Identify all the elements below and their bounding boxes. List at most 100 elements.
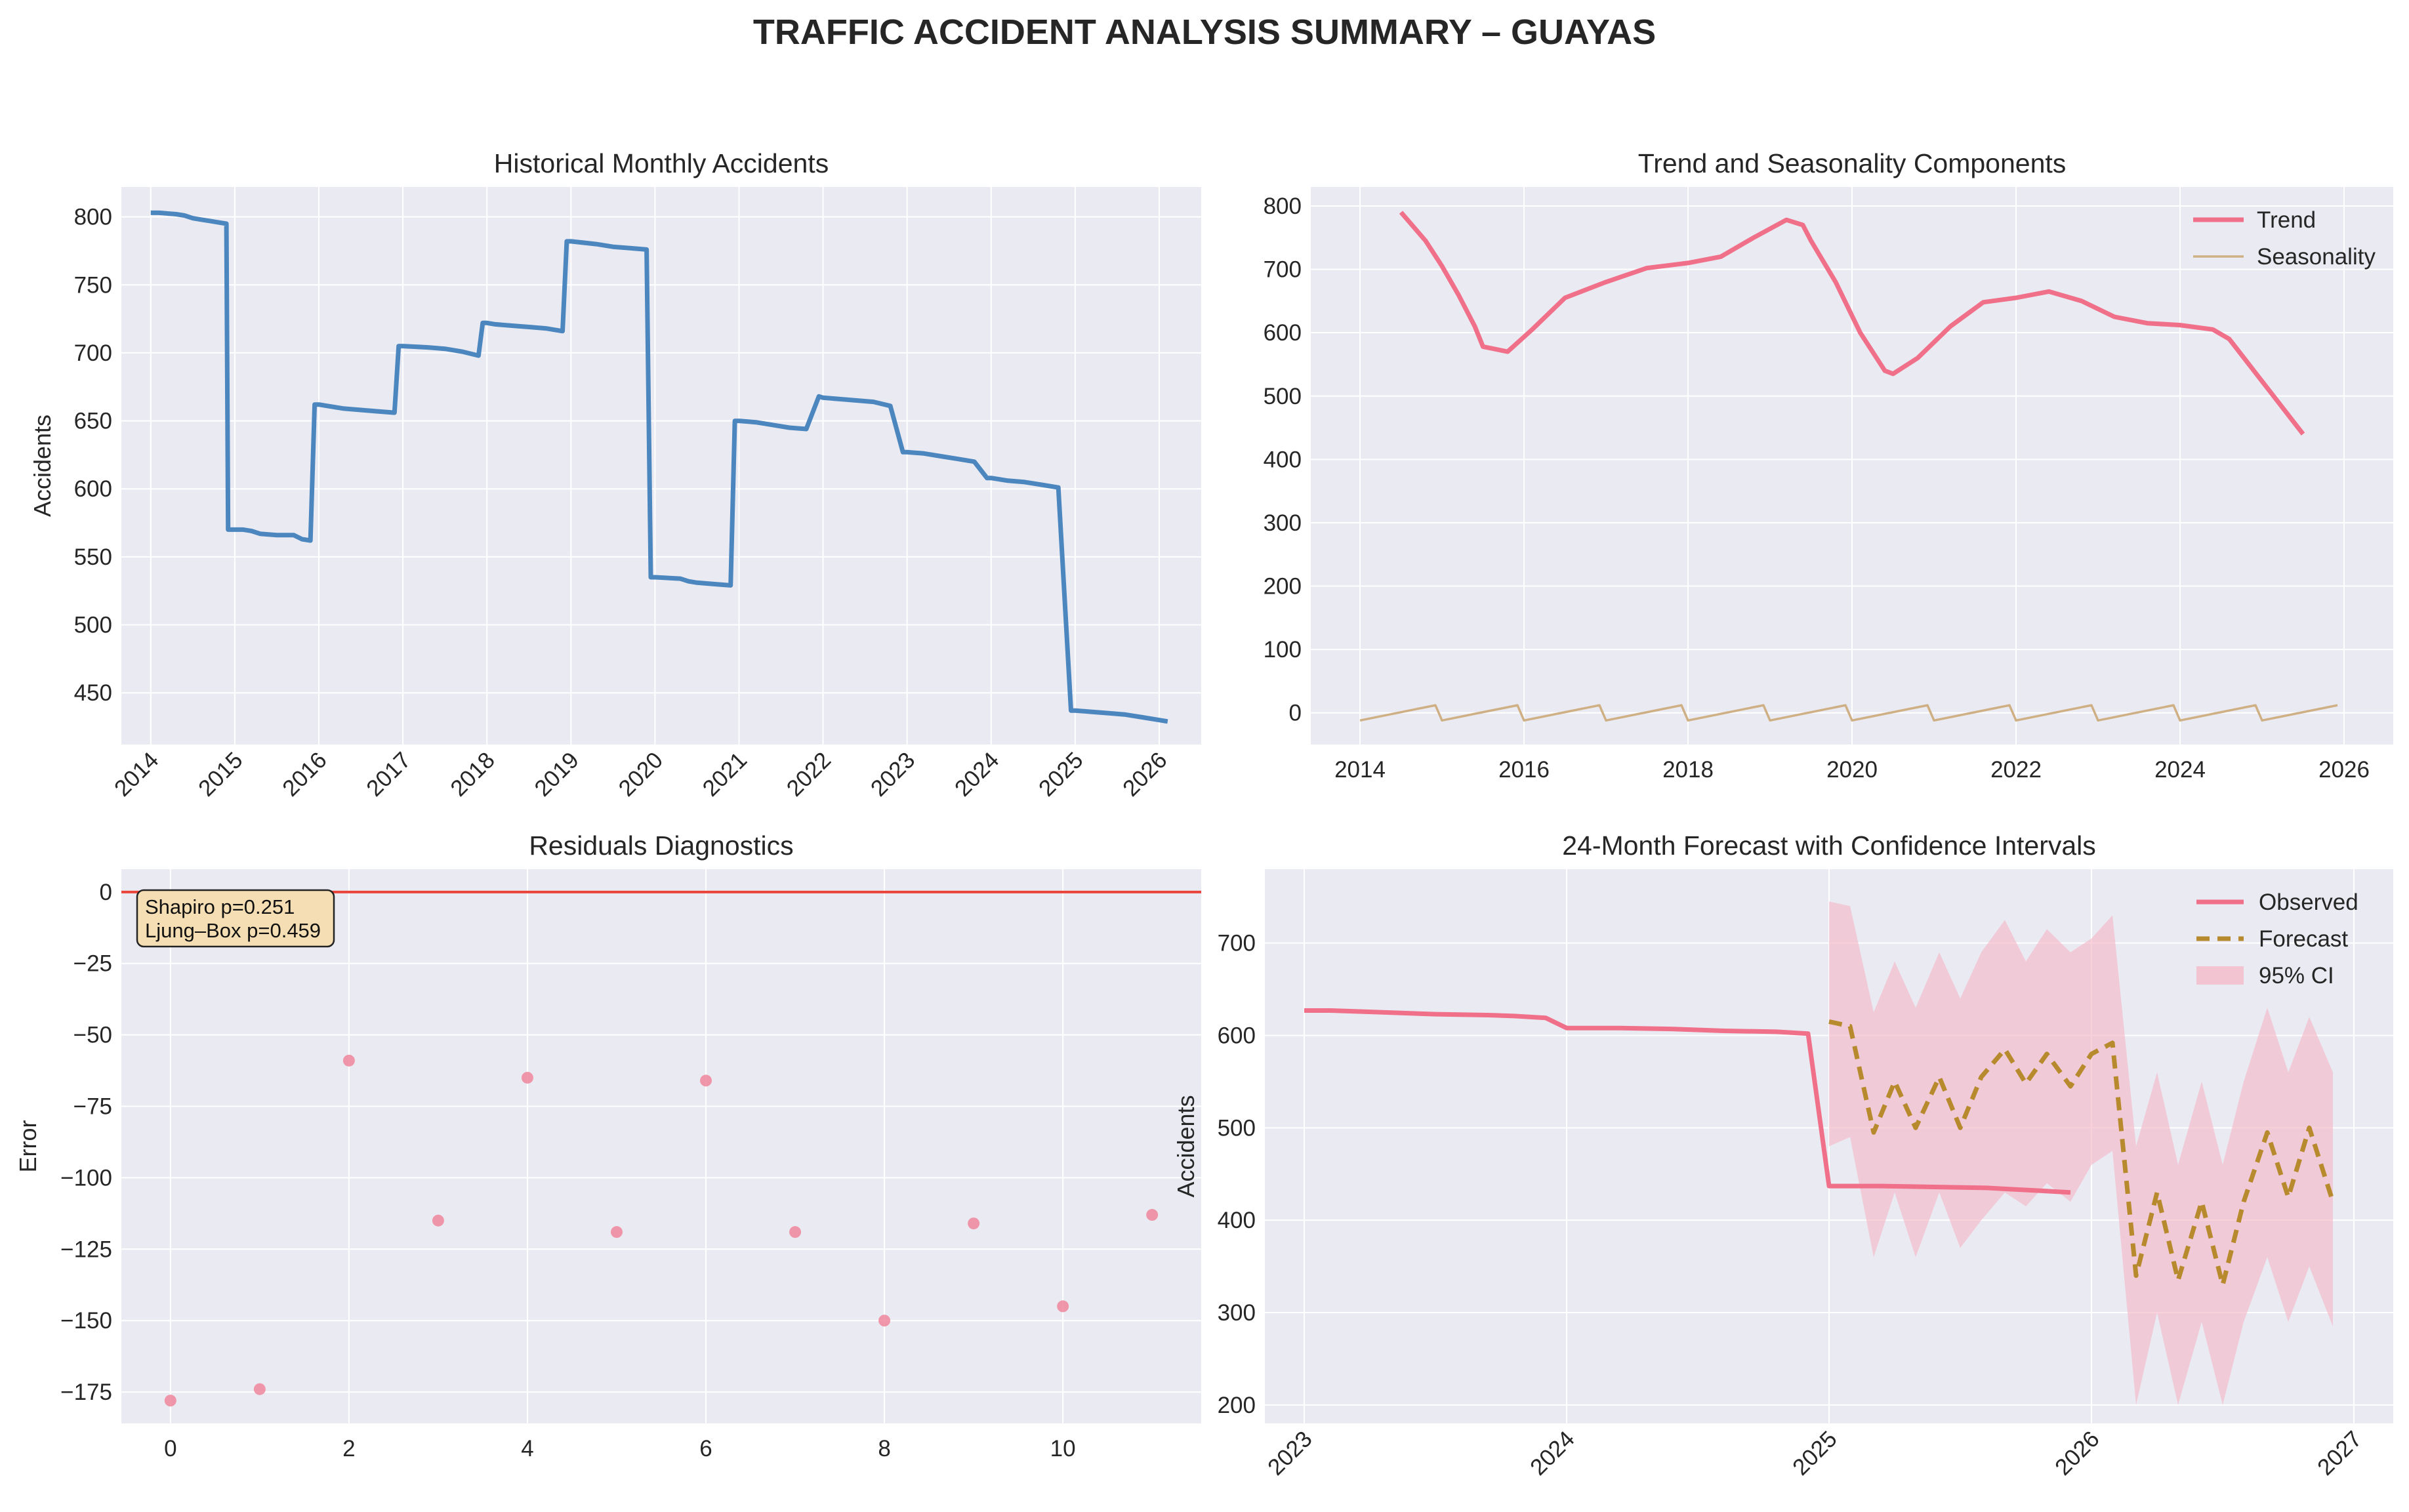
residual-point <box>610 1226 623 1238</box>
y-tick-label: 300 <box>1264 510 1302 536</box>
legend: Observed Forecast 95% CI <box>2196 889 2358 989</box>
x-tick-label: 2017 <box>361 747 416 802</box>
x-tick-label: 2020 <box>613 747 668 802</box>
y-tick-label: 700 <box>1264 257 1302 283</box>
y-tick-label: 400 <box>1264 447 1302 472</box>
x-tick-label: 2020 <box>1826 757 1878 783</box>
y-axis-label: Error <box>14 1120 41 1172</box>
x-tick-label: 2014 <box>1334 757 1386 783</box>
residual-point <box>878 1315 891 1327</box>
y-axis-label: Accidents <box>29 415 56 517</box>
marks-hist <box>150 210 1168 724</box>
x-tick-label: 2014 <box>110 747 164 802</box>
axes-title: Trend and Seasonality Components <box>1638 148 2067 178</box>
y-tick-label: 500 <box>74 613 112 638</box>
x-tick-label: 2022 <box>1990 757 2042 783</box>
x-tick-label: 2026 <box>2050 1426 2105 1481</box>
y-tick-label: 200 <box>1264 574 1302 600</box>
x-tick-label: 2018 <box>1662 757 1714 783</box>
y-tick-label: 550 <box>74 544 112 570</box>
y-tick-label: 600 <box>74 476 112 502</box>
y-tick-label: 500 <box>1264 384 1302 409</box>
residual-point <box>164 1395 176 1407</box>
x-tick-label: 2019 <box>529 747 584 802</box>
annotation-line: Shapiro p=0.251 <box>145 895 295 918</box>
y-tick-label: 200 <box>1218 1393 1256 1418</box>
x-tick-label: 2018 <box>445 747 500 802</box>
x-tick-label: 6 <box>699 1436 712 1461</box>
chart-hist: Historical Monthly Accidents 450 500 550 600… <box>29 148 1201 802</box>
y-tick-label: 600 <box>1218 1023 1256 1049</box>
y-tick-label: 500 <box>1218 1115 1256 1141</box>
y-tick-label: 800 <box>1264 194 1302 219</box>
axes-title: Historical Monthly Accidents <box>494 148 829 178</box>
y-tick-label: −50 <box>73 1023 112 1048</box>
y-tick-label: 0 <box>100 880 112 905</box>
x-tick-label: 2027 <box>2313 1426 2367 1481</box>
series-line-trend <box>1399 211 2305 436</box>
x-tick-label: 8 <box>878 1436 890 1461</box>
chart-resid: Residuals Diagnostics 0 −25 −50 −75 −100 −125 −… <box>14 830 1201 1461</box>
residual-point <box>789 1226 802 1238</box>
x-tick-label: 2022 <box>782 747 836 802</box>
y-tick-label: 800 <box>74 205 112 230</box>
annotation-box <box>136 889 335 948</box>
legend: Trend Seasonality <box>2193 207 2376 270</box>
x-tick-label: 2023 <box>866 747 920 802</box>
x-tick-label: 2024 <box>1525 1426 1580 1481</box>
series-line-forecast <box>1828 1019 2336 1288</box>
figure-title: TRAFFIC ACCIDENT ANALYSIS SUMMARY – GUAY… <box>752 12 1657 52</box>
marks-forecast <box>1304 901 2336 1405</box>
x-tick-label: 2016 <box>1498 757 1550 783</box>
residual-point <box>968 1217 980 1230</box>
x-tick-label: 2016 <box>278 747 332 802</box>
y-tick-label: −75 <box>73 1094 112 1120</box>
y-tick-label: 100 <box>1264 637 1302 663</box>
x-tick-label: 2015 <box>194 747 248 802</box>
y-tick-label: 700 <box>1218 931 1256 956</box>
y-tick-label: 400 <box>1218 1208 1256 1233</box>
marks-decomp <box>1359 211 2338 722</box>
x-tick-label: 4 <box>521 1436 533 1461</box>
axes-title: 24-Month Forecast with Confidence Interv… <box>1562 830 2096 861</box>
y-tick-label: 300 <box>1218 1300 1256 1326</box>
y-tick-label: −125 <box>60 1236 112 1262</box>
residual-point <box>1146 1209 1159 1221</box>
ci-band <box>1829 901 2333 1405</box>
legend-label: 95% CI <box>2259 963 2334 989</box>
y-tick-label: 700 <box>74 340 112 366</box>
x-tick-label: 0 <box>164 1436 176 1461</box>
y-tick-label: −175 <box>60 1379 112 1405</box>
y-tick-label: 0 <box>1289 701 1302 726</box>
x-tick-label: 2024 <box>2154 757 2206 783</box>
series-line-accidents <box>150 210 1168 724</box>
axes-title: Residuals Diagnostics <box>529 830 793 861</box>
y-tick-label: −25 <box>73 951 112 977</box>
x-tick-label: 2025 <box>1034 747 1088 802</box>
series-line-observed <box>1304 1008 2071 1195</box>
x-tick-label: 2024 <box>950 747 1004 802</box>
x-tick-label: 10 <box>1050 1436 1076 1461</box>
residual-point <box>253 1383 266 1395</box>
residual-point <box>432 1214 444 1227</box>
y-tick-label: 450 <box>74 680 112 706</box>
y-tick-label: 600 <box>1264 320 1302 346</box>
x-tick-label: 2023 <box>1263 1426 1317 1481</box>
y-tick-label: −100 <box>60 1165 112 1191</box>
y-tick-label: 650 <box>74 409 112 434</box>
residual-point <box>342 1054 355 1067</box>
x-tick-label: 2025 <box>1788 1426 1842 1481</box>
residual-point <box>1057 1300 1069 1313</box>
x-tick-label: 2 <box>342 1436 355 1461</box>
legend-label: Trend <box>2257 207 2316 233</box>
y-axis-label: Accidents <box>1172 1095 1199 1197</box>
legend-label: Seasonality <box>2257 244 2376 270</box>
y-tick-label: −150 <box>60 1308 112 1334</box>
chart-decomp: Trend and Seasonality Components 0 100 200 3… <box>1264 148 2393 783</box>
chart-forecast: 24-Month Forecast with Confidence Interv… <box>1172 830 2393 1481</box>
plot-area <box>121 187 1201 745</box>
annotation-line: Ljung–Box p=0.459 <box>145 919 321 942</box>
plot-area <box>121 869 1201 1423</box>
